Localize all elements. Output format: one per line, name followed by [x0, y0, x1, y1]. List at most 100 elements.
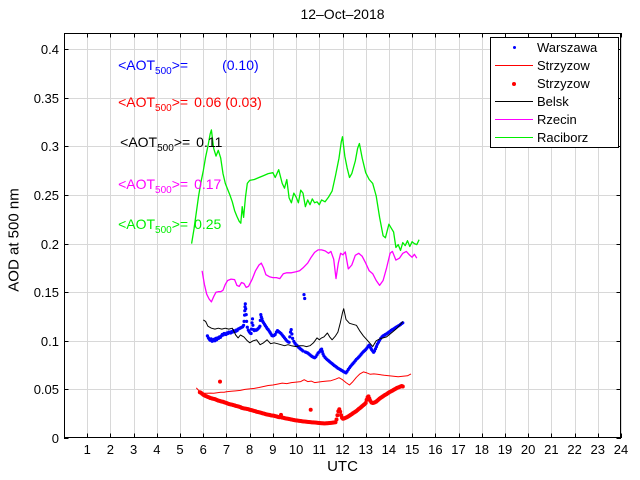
series-point-warszawa	[302, 293, 306, 297]
aot-annotation-value: 0.25	[194, 216, 222, 233]
legend-marker-shape	[495, 65, 533, 67]
legend: Warszawa Strzyzow Strzyzow Belsk Rzecin Racib…	[490, 37, 619, 148]
legend-entry-rzecin-4: Rzecin	[491, 111, 618, 128]
aot-annotation: <AOT500>= 0.11	[120, 134, 222, 154]
legend-label: Warszawa	[537, 40, 598, 56]
x-axis-label: UTC	[327, 458, 358, 475]
legend-marker-shape	[495, 118, 533, 120]
legend-marker-shape	[495, 136, 533, 138]
legend-line-marker	[491, 118, 537, 120]
series-point-warszawa	[243, 302, 247, 306]
x-tick-label: 6	[199, 442, 207, 457]
aot-annotation: <AOT500>= 0.06 (0.03)	[118, 94, 262, 114]
x-tick-label: 5	[176, 442, 184, 457]
x-tick-label: 8	[246, 442, 254, 457]
series-point-warszawa	[273, 332, 277, 337]
legend-label: Strzyzow	[537, 58, 590, 74]
x-tick-label: 10	[288, 442, 304, 457]
series-point-strzyzow	[218, 379, 222, 384]
series-point-warszawa	[244, 313, 248, 317]
series-point-warszawa	[244, 307, 248, 311]
aot-annotation-label: <AOT500>=	[118, 176, 189, 196]
series-point-warszawa	[242, 319, 246, 323]
series-point-warszawa	[249, 331, 253, 336]
series-point-warszawa	[374, 345, 378, 349]
x-tick-label: 18	[474, 442, 489, 457]
x-tick-label: 16	[428, 442, 443, 457]
aot-annotation: <AOT500>= 0.25	[118, 216, 221, 236]
series-point-strzyzow	[334, 417, 339, 422]
series-line-strzyzow-1	[195, 371, 412, 394]
legend-label: Rzecin	[537, 111, 577, 127]
legend-entry-strzyzow-2: Strzyzow	[491, 75, 618, 92]
series-point-warszawa	[251, 323, 255, 327]
x-tick-label: 3	[130, 442, 138, 457]
series-point-warszawa	[258, 324, 262, 328]
aot-annotation-label: <AOT500>=	[120, 134, 191, 154]
series-point-warszawa	[291, 336, 295, 340]
x-tick-label: 19	[497, 442, 513, 457]
y-tick-label: 0.35	[33, 90, 59, 106]
legend-label: Strzyzow	[537, 76, 590, 92]
chart-title: 12–Oct–2018	[300, 6, 385, 22]
series-point-warszawa	[303, 296, 307, 301]
series-point-warszawa	[287, 340, 291, 344]
aot-annotation: <AOT500>= (0.10)	[118, 57, 259, 77]
series-point-warszawa	[250, 317, 255, 321]
aot-annotation-label: <AOT500>=	[118, 94, 189, 114]
series-point-strzyzow	[363, 401, 368, 405]
x-tick-label: 20	[520, 442, 536, 457]
legend-entry-belsk-3: Belsk	[491, 93, 618, 110]
series-line-rzecin-4	[201, 249, 418, 303]
series-point-strzyzow	[400, 384, 405, 389]
series-point-strzyzow	[335, 413, 340, 418]
y-tick-label: 0.15	[33, 285, 59, 301]
series-point-warszawa	[242, 323, 246, 327]
aot-annotation-label: <AOT500>=	[118, 57, 189, 77]
x-tick-label: 24	[613, 442, 629, 457]
series-point-warszawa	[245, 325, 249, 329]
series-point-warszawa	[289, 328, 293, 332]
series-point-warszawa	[245, 319, 249, 323]
aot-annotation-value: 0.06 (0.03)	[194, 94, 262, 111]
x-tick-label: 9	[269, 442, 277, 457]
x-tick-label: 4	[153, 442, 161, 457]
legend-label: Raciborz	[537, 129, 589, 145]
x-tick-label: 1	[83, 442, 91, 457]
series-point-warszawa	[320, 349, 324, 354]
x-tick-label: 11	[312, 442, 327, 457]
x-tick-label: 15	[404, 442, 420, 457]
legend-dot-marker	[491, 81, 537, 86]
series-point-warszawa	[250, 321, 254, 325]
y-tick-label: 0	[51, 431, 59, 446]
x-tick-label: 17	[451, 442, 466, 457]
y-tick-label: 0.25	[33, 188, 59, 204]
series-line-raciborz-5	[190, 129, 420, 252]
series-point-warszawa	[290, 332, 294, 336]
series-point-warszawa	[259, 313, 263, 317]
y-tick-label: 0.4	[40, 42, 59, 58]
x-tick-label: 12	[335, 442, 350, 457]
legend-line-marker	[491, 100, 537, 102]
x-tick-label: 14	[381, 442, 397, 457]
y-tick-label: 0.3	[40, 139, 59, 155]
legend-line-marker	[491, 136, 537, 138]
x-tick-label: 23	[590, 442, 606, 457]
legend-marker-shape	[512, 46, 516, 50]
x-tick-label: 21	[544, 442, 559, 457]
series-point-warszawa	[301, 349, 305, 353]
legend-marker-shape	[495, 100, 533, 102]
series-point-warszawa	[260, 317, 264, 321]
series-point-strzyzow	[338, 409, 343, 414]
series-point-warszawa	[320, 347, 324, 351]
legend-entry-warszawa-0: Warszawa	[491, 39, 618, 56]
x-tick-label: 2	[106, 442, 115, 457]
aot-annotation-value: (0.10)	[222, 57, 259, 74]
legend-dot-marker	[491, 46, 537, 50]
series-line-belsk-3	[203, 308, 404, 348]
aot-annotation-value: 0.17	[194, 176, 222, 193]
y-tick-label: 0.2	[40, 236, 59, 252]
x-tick-label: 13	[358, 442, 373, 457]
legend-entry-raciborz-5: Raciborz	[491, 129, 618, 146]
